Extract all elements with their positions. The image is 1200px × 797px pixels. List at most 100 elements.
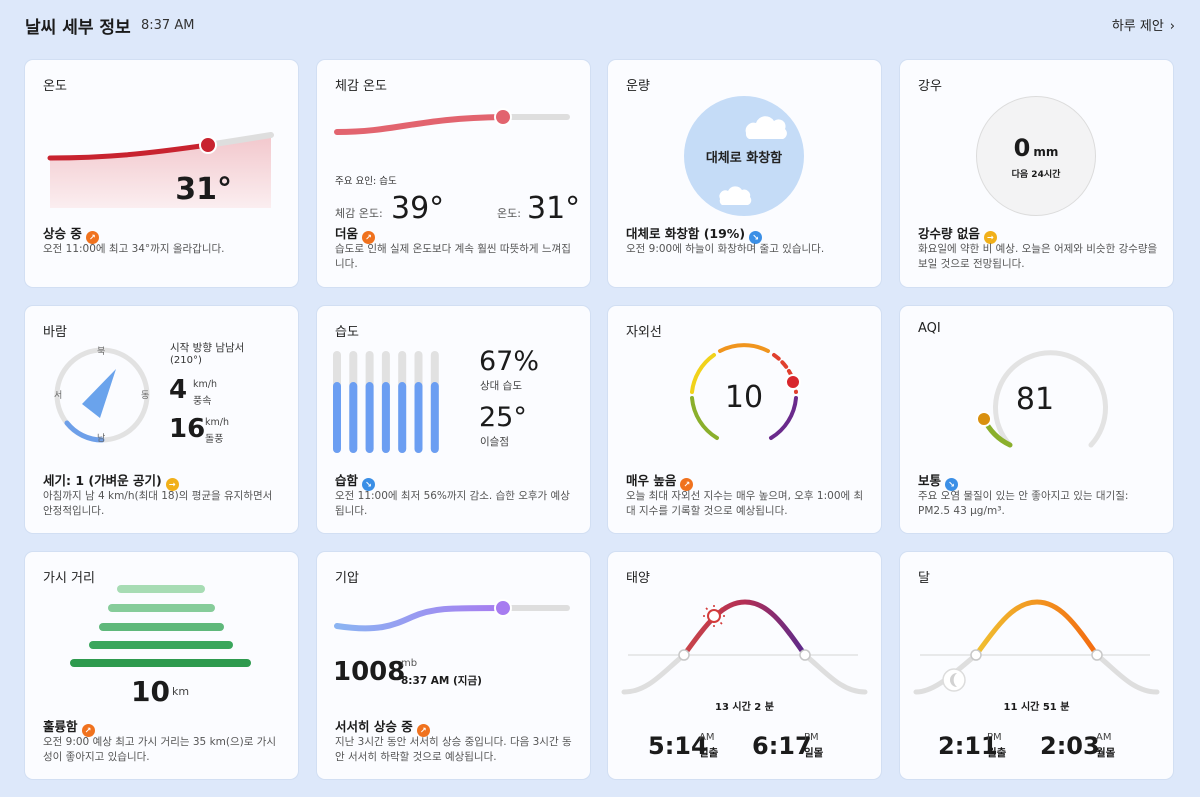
cloud-icon — [719, 116, 787, 205]
moon-arc — [913, 599, 1160, 695]
pressure-time: 8:37 AM (지금) — [401, 675, 482, 687]
humidity-value: 67% — [479, 346, 540, 377]
cloud-circle-text: 대체로 화창함 — [705, 151, 783, 166]
header-time: 8:37 AM — [141, 18, 195, 33]
compass-east: 동 — [141, 391, 150, 401]
daily-suggestion-link[interactable]: 하루 제안 › — [1112, 15, 1175, 34]
card-title: 온도 — [43, 79, 67, 94]
wind-gust: 16 — [169, 414, 206, 444]
status-text: 서서히 상승 중 ↗ — [335, 716, 430, 737]
status-text: 강수량 없음 → — [918, 223, 997, 244]
humidity-bars — [333, 351, 439, 453]
status-text: 매우 높음 ↗ — [626, 470, 694, 491]
temperature-card[interactable]: 온도 31° 상승 중 ↗ 오전 11:00에 최고 34°까지 올라갑니다. — [25, 60, 298, 287]
chevron-right-icon: › — [1169, 19, 1175, 34]
moonlight-duration: 11 시간 51 분 — [1003, 702, 1070, 713]
description: 오늘 최대 자외선 지수는 매우 높으며, 오후 1:00에 최대 지수를 기록… — [626, 490, 864, 517]
sunrise-time: 5:14 — [648, 732, 708, 760]
trend-up-icon: ↗ — [85, 231, 99, 244]
status-text: 습함 ↘ — [335, 470, 376, 491]
sunrise-ampm: AM — [699, 732, 715, 743]
temp-label: 온도: — [497, 207, 521, 220]
description: 습도로 인해 실제 온도보다 계속 훨씬 따뜻하게 느껴집니다. — [335, 243, 571, 270]
card-title: AQI — [918, 321, 941, 336]
card-title: 태양 — [626, 571, 650, 586]
wind-speed: 4 — [169, 375, 188, 405]
temp-value: 31° — [527, 191, 581, 226]
card-title: 가시 거리 — [43, 571, 95, 586]
rain-period: 다음 24시간 — [1011, 170, 1061, 180]
trend-down-icon: ↘ — [945, 478, 959, 491]
card-title: 습도 — [335, 325, 359, 340]
compass-north: 북 — [97, 347, 106, 357]
feels-label: 체감 온도: — [335, 207, 383, 220]
sun-arc — [621, 599, 868, 695]
rain-amount: 0 mm — [1013, 134, 1059, 162]
rain-circle — [976, 96, 1096, 216]
wind-card[interactable]: 바람 북 동 남 서 시작 방향 남남서 (210°) 4 km/h 풍속 16… — [25, 306, 298, 533]
wind-degree: (210°) — [170, 355, 202, 366]
description: 오전 9:00에 하늘이 화창하며 줄고 있습니다. — [626, 243, 825, 255]
moon-card[interactable]: 달 11 시간 51 분 2:11 PM 월출 2:03 AM 월몰 — [900, 552, 1173, 779]
visibility-bars — [70, 585, 251, 667]
card-title: 바람 — [43, 325, 67, 340]
header: 날씨 세부 정보 8:37 AM 하루 제안 › — [25, 13, 1175, 39]
cloud-cover-card[interactable]: 운량 대체로 화창함 대체로 화창함 (19%) ↘ 오전 9:00에 하늘이 화… — [608, 60, 881, 287]
card-title: 운량 — [626, 79, 650, 94]
precipitation-card[interactable]: 강우 0 mm 다음 24시간 강수량 없음 → 화요일에 약한 비 예상. 오늘은… — [900, 60, 1173, 287]
moonset-label: 월몰 — [1096, 747, 1116, 759]
description: 지난 3시간 동안 서서히 상승 중입니다. 다음 3시간 동안 서서히 하락할… — [335, 736, 572, 763]
pressure-value: 1008 — [333, 657, 406, 687]
card-title: 강우 — [918, 79, 942, 94]
status-text: 대체로 화창함 (19%) ↘ — [626, 223, 763, 244]
status-text: 보통 ↘ — [918, 470, 959, 491]
page-title: 날씨 세부 정보 — [25, 18, 131, 38]
card-title: 체감 온도 — [335, 79, 387, 94]
feels-like-card[interactable]: 체감 온도 주요 요인: 습도 체감 온도: 39° 온도: 31° 더움 ↗ 습… — [317, 60, 590, 287]
sunset-time: 6:17 — [752, 732, 812, 760]
sunset-label: 일몰 — [804, 747, 824, 759]
card-title: 기압 — [335, 571, 359, 586]
wind-speed-label: 풍속 — [193, 396, 212, 407]
humidity-card[interactable]: 습도 67% 상대 습도 25° 이슬점 습함 ↘ 오전 11:00에 최저 56… — [317, 306, 590, 533]
trend-up-icon: ↗ — [416, 724, 430, 737]
description: 화요일에 약한 비 예상. 오늘은 어제와 비슷한 강수량을 보일 것으로 전망… — [918, 243, 1158, 270]
dew-point-value: 25° — [479, 402, 527, 433]
aqi-card[interactable]: AQI 81 보통 ↘ 주요 오염 물질이 있는 안 좋아지고 있는 대기질: P… — [900, 306, 1173, 533]
description: 오전 11:00에 최고 34°까지 올라갑니다. — [43, 243, 225, 255]
main-factor: 주요 요인: 습도 — [335, 176, 397, 187]
trend-up-icon: ↗ — [362, 231, 376, 244]
sun-card[interactable]: 태양 13 시간 2 분 5:14 AM 일출 6:17 PM 일몰 — [608, 552, 881, 779]
moonset-time: 2:03 — [1040, 732, 1100, 760]
sunset-ampm: PM — [804, 732, 819, 743]
wind-gust-unit: km/h — [205, 417, 229, 428]
trend-up-icon: ↗ — [81, 724, 95, 737]
wind-speed-unit: km/h — [193, 379, 217, 390]
status-text: 더움 ↗ — [335, 223, 376, 244]
pressure-card[interactable]: 기압 1008 mb 8:37 AM (지금) 서서히 상승 중 ↗ 지난 3시간… — [317, 552, 590, 779]
status-text: 세기: 1 (가벼운 공기) → — [43, 470, 179, 491]
trend-steady-icon: → — [983, 231, 997, 244]
visibility-value: 10 — [131, 675, 170, 708]
moonrise-time: 2:11 — [938, 732, 998, 760]
uv-gauge — [690, 343, 801, 440]
daily-suggestion-label: 하루 제안 — [1111, 19, 1164, 34]
visibility-card[interactable]: 가시 거리 10 km 훌륭함 ↗ 오전 9:00 예상 최고 가시 거리는 35… — [25, 552, 298, 779]
sun-icon — [703, 605, 725, 627]
uv-value: 10 — [724, 380, 764, 415]
trend-down-icon: ↘ — [362, 478, 376, 491]
moon-icon — [942, 668, 966, 692]
moonset-ampm: AM — [1096, 732, 1112, 743]
daylight-duration: 13 시간 2 분 — [715, 702, 774, 713]
visibility-unit: km — [172, 685, 190, 698]
wind-direction: 시작 방향 남남서 — [170, 342, 245, 354]
moonrise-ampm: PM — [987, 732, 1002, 743]
uv-index-card[interactable]: 자외선 10 매우 높음 ↗ 오늘 최대 자외선 지수는 매우 높으며, 오후 1… — [608, 306, 881, 533]
description: 오전 9:00 예상 최고 가시 거리는 35 km(으)로 가시성이 좋아지고… — [43, 736, 277, 763]
pressure-unit: mb — [401, 658, 418, 669]
feels-like-slider — [334, 108, 570, 135]
aqi-value: 81 — [1015, 382, 1055, 417]
pressure-graph — [334, 599, 570, 632]
compass-west: 서 — [54, 391, 63, 401]
humidity-label: 상대 습도 — [480, 380, 522, 392]
